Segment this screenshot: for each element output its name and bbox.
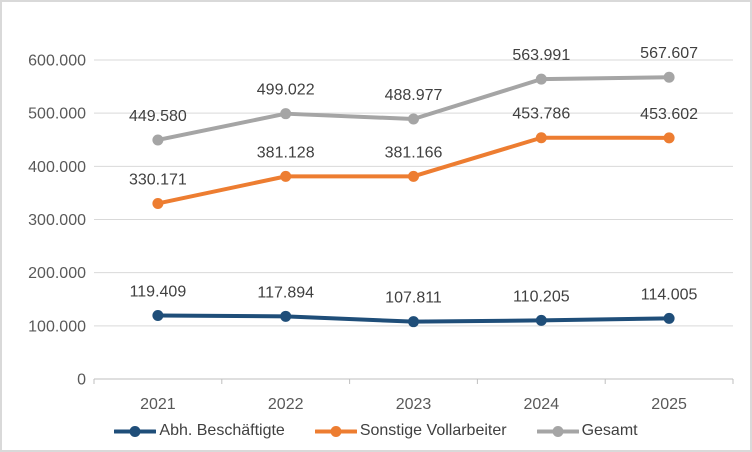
data-label: 453.602 xyxy=(640,106,698,123)
legend-item-label: Abh. Beschäftigte xyxy=(159,422,285,439)
data-label: 488.977 xyxy=(385,87,443,104)
data-point-marker xyxy=(280,310,292,322)
legend-line-marker-icon xyxy=(114,425,157,437)
data-point-marker xyxy=(535,73,547,85)
data-point-marker xyxy=(152,310,164,322)
legend-item-abh-beschaeftigte[interactable]: Abh. Beschäftigte xyxy=(114,422,285,440)
data-label: 110.205 xyxy=(513,288,570,305)
x-axis-category-label: 2021 xyxy=(140,396,176,413)
y-axis-tick-label: 0 xyxy=(77,372,86,389)
data-label: 453.786 xyxy=(512,106,570,123)
legend-line-marker-icon xyxy=(314,425,357,437)
data-point-marker xyxy=(152,197,164,209)
data-label: 449.580 xyxy=(129,108,187,125)
y-axis-tick-label: 500.000 xyxy=(28,106,86,123)
data-label: 117.894 xyxy=(257,284,314,301)
data-label: 119.409 xyxy=(130,284,187,301)
data-label: 114.005 xyxy=(641,286,698,303)
data-point-marker xyxy=(280,170,292,182)
data-label: 107.811 xyxy=(385,290,442,307)
y-axis-tick-label: 100.000 xyxy=(28,318,86,335)
data-point-marker xyxy=(535,314,547,326)
x-axis-category-label: 2025 xyxy=(651,396,687,413)
data-point-marker xyxy=(663,132,675,144)
legend-item-label: Sonstige Vollarbeiter xyxy=(359,422,507,439)
chart-legend: Abh. Beschäftigte Sonstige Vollarbeiter … xyxy=(2,422,750,440)
data-point-marker xyxy=(152,134,164,146)
legend-item-label: Gesamt xyxy=(581,422,638,439)
y-axis-tick-label: 300.000 xyxy=(28,212,86,229)
data-point-marker xyxy=(535,132,547,144)
y-axis-tick-label: 600.000 xyxy=(28,53,86,70)
data-point-marker xyxy=(408,170,419,182)
y-axis-tick-label: 200.000 xyxy=(28,265,86,282)
data-label: 499.022 xyxy=(257,82,315,99)
data-point-marker xyxy=(663,312,675,324)
data-label: 381.128 xyxy=(257,144,315,161)
data-label: 381.166 xyxy=(385,144,443,161)
data-point-marker xyxy=(408,113,419,125)
x-axis-category-label: 2023 xyxy=(396,396,432,413)
data-point-marker xyxy=(280,108,292,120)
legend-item-sonstige-vollarbeiter[interactable]: Sonstige Vollarbeiter xyxy=(314,422,507,440)
y-axis-tick-label: 400.000 xyxy=(28,159,86,176)
data-label: 567.607 xyxy=(640,45,698,62)
data-point-marker xyxy=(408,316,419,328)
x-axis-category-label: 2022 xyxy=(268,396,304,413)
legend-line-marker-icon xyxy=(536,425,579,437)
data-label: 330.171 xyxy=(129,171,187,188)
data-label: 563.991 xyxy=(512,47,570,64)
x-axis-category-label: 2024 xyxy=(524,396,560,413)
data-point-marker xyxy=(663,71,675,83)
legend-item-gesamt[interactable]: Gesamt xyxy=(536,422,638,440)
